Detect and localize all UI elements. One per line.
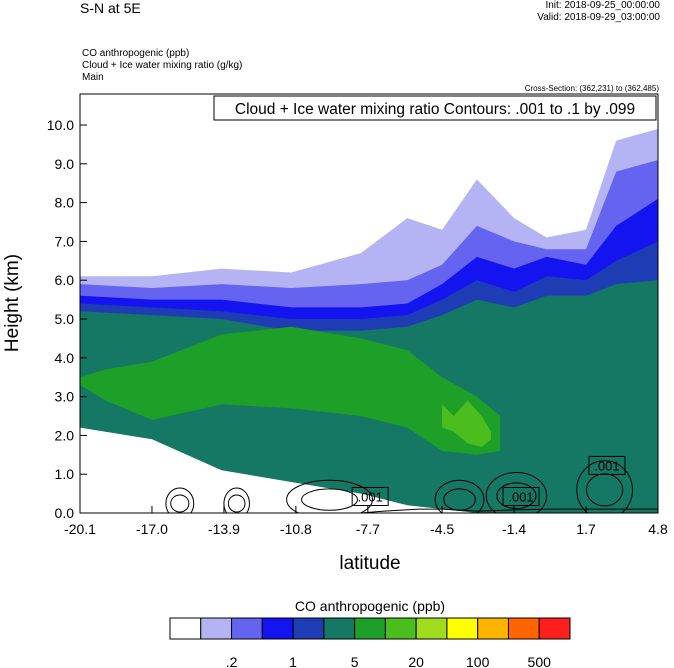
x-tick-label-0: -20.1 [64,521,96,537]
init-time: Init: 2018-09-25_00:00:00 [545,0,660,11]
colorbar-swatch-0 [169,617,202,640]
y-tick-label-8: 8.0 [55,195,75,211]
co-fill-layer [80,128,658,513]
x-tick-label-8: 4.8 [648,521,668,537]
y-tick-label-1: 1.0 [55,466,75,482]
colorbar-label-1: 1 [289,654,297,668]
cloud-contour-layer [165,460,633,513]
colorbar-label-3: 20 [408,654,424,668]
field-label-main: Main [82,72,104,83]
x-tick-label-7: 1.7 [576,521,596,537]
cloud-contour-3 [434,479,485,513]
colorbar-swatch-3 [261,617,294,640]
x-tick-label-6: -1.4 [502,521,526,537]
contour-label-box-1 [502,486,540,506]
y-tick-label-2: 2.0 [55,427,75,443]
cloud-contour-inner-0 [170,494,190,513]
colorbar-label-5: 500 [528,654,552,668]
y-tick-label-5: 5.0 [55,311,75,327]
colorbar-swatch-4 [292,617,325,640]
y-axis-label: Height (km) [2,254,23,352]
field-label-co: CO anthropogenic (ppb) [82,48,190,59]
cloud-contour-4 [485,471,548,513]
x-tick-label-4: -7.7 [356,521,380,537]
y-tick-label-0: 0.0 [55,505,75,521]
x-tick-label-2: -13.9 [208,521,240,537]
co-band-6 [442,400,491,447]
y-tick-label-3: 3.0 [55,389,75,405]
colorbar-label-0: .2 [226,654,238,668]
page-title: S-N at 5E [80,0,141,16]
y-tick-label-9: 9.0 [55,156,75,172]
contour-info-text: Cloud + Ice water mixing ratio Contours:… [235,101,635,118]
plot-frame [79,93,659,514]
colorbar [169,617,571,640]
y-tick-label-4: 4.0 [55,350,75,366]
cloud-contour-inner-1 [227,494,246,513]
co-band-5 [80,326,501,455]
colorbar-labels: .2 1 5 20 100 500 [226,654,551,668]
colorbar-swatch-11 [507,617,540,640]
contour-value-labels: .001 .001 .001 [351,455,626,506]
valid-time: Valid: 2018-09-29_03:00:00 [537,12,660,23]
colorbar-swatch-8 [415,617,448,640]
colorbar-title: CO anthropogenic (ppb) [295,598,445,614]
cross-section-label: Cross-Section: (362,231) to (362,485) [524,84,659,93]
colorbar-label-4: 100 [466,654,490,668]
y-tick-label-6: 6.0 [55,272,75,288]
contour-label-2: .001 [594,458,619,473]
colorbar-label-2: 5 [351,654,359,668]
y-tick-label-7: 7.0 [55,233,75,249]
y-axis-ticks: 0.0 1.0 2.0 3.0 4.0 5.0 6.0 7.0 8.0 9.0 10.0 [47,117,87,521]
colorbar-swatch-5 [323,617,356,640]
x-axis-label: latitude [339,553,400,574]
contour-label-box-2 [588,455,626,475]
x-axis-ticks: -20.1 -17.0 -13.9 -10.8 -7.7 -4.5 -1.4 1.7 4.8 [64,506,668,537]
colorbar-swatch-7 [384,617,417,640]
cloud-contour-2 [286,479,373,513]
colorbar-swatch-12 [538,617,571,640]
contour-label-0: .001 [358,489,383,504]
x-tick-label-1: -17.0 [136,521,168,537]
colorbar-swatch-10 [477,617,509,640]
cloud-contour-inner-2 [301,488,358,511]
colorbar-swatch-9 [446,617,479,640]
x-tick-label-3: -10.8 [280,521,312,537]
colorbar-swatch-2 [231,617,263,640]
field-label-cloud-ice: Cloud + Ice water mixing ratio (g/kg) [82,60,243,71]
x-tick-label-5: -4.5 [430,521,454,537]
y-tick-label-10: 10.0 [47,117,74,133]
cloud-contour-inner-4 [496,482,537,510]
cloud-contour-1 [223,487,250,513]
colorbar-swatch-6 [354,617,386,640]
contour-label-1: .001 [508,489,533,504]
contour-label-box-0 [351,486,389,506]
cloud-contour-0 [165,487,195,513]
colorbar-swatch-1 [200,617,233,640]
cloud-contour-inner-5 [586,473,624,507]
cloud-contour-5 [576,460,633,513]
contour-info-box: Cloud + Ice water mixing ratio Contours:… [213,95,657,121]
